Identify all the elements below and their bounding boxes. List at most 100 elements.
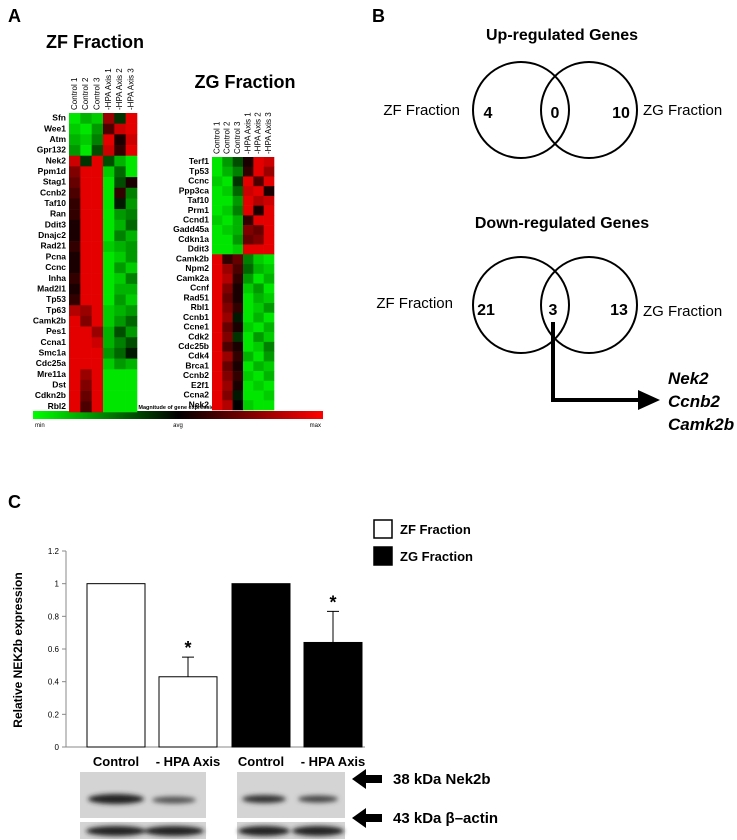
heatmap-cell [91,273,104,285]
heatmap-cell [91,251,104,263]
heatmap-title: ZG Fraction [194,72,295,92]
heatmap-cell [222,244,233,255]
gene-label: Gpr132 [37,145,67,155]
heatmap-cell [253,254,264,265]
heatmap-cell [80,305,92,317]
venn-circle [472,256,570,354]
heatmap-cell [69,401,81,413]
heatmap-cell [125,177,138,189]
heatmap-cell [222,176,233,187]
heatmap-cell [103,390,115,402]
venn-label: ZG Fraction [643,102,722,119]
heatmap-cell [69,305,81,317]
heatmap-cell [253,380,264,391]
heatmap-cell [232,302,244,313]
heatmap-cell [91,358,104,370]
gene-label: Cdkn2b [35,390,66,400]
gene-label: Ccnc [188,176,209,186]
heatmap-cell [80,166,92,178]
heatmap-cell [114,166,126,178]
heatmap-cell [212,215,223,226]
heatmap-cell [253,264,264,275]
heatmap-cell [263,390,275,401]
heatmap-cell [114,177,126,189]
heatmap-cell [103,145,115,157]
gene-label: Rad21 [40,241,66,251]
blot-band [88,794,144,804]
heatmap-cell [253,361,264,372]
heatmap-cell [114,219,126,231]
heatmap-cell [103,262,115,274]
heatmap-cell [253,244,264,255]
gene-label: Dnajc2 [38,230,66,240]
heatmap-cell [125,315,138,327]
heatmap-cell [91,209,104,221]
heatmap-cell [125,326,138,338]
heatmap-cell [114,273,126,285]
heatmap-cell [125,294,138,306]
heatmap-cell [91,230,104,242]
heatmap-cell [253,332,264,343]
heatmap-cell [103,219,115,231]
heatmap-cell [103,401,115,413]
heatmap-cell [103,113,115,124]
gene-label: Pes1 [46,326,66,336]
heatmap-cell [80,379,92,391]
heatmap-cell [243,390,254,401]
heatmap-cell [80,347,92,359]
heatmap-cell [103,305,115,317]
heatmap-cell [222,390,233,401]
x-tick-label: Control [93,754,139,769]
error-bar [182,656,194,677]
gene-label: Camk2a [176,273,209,283]
heatmap-cell [125,273,138,285]
heatmap-cell [91,177,104,189]
heatmap-cell [69,123,81,135]
heatmap-cell [232,283,244,294]
heatmap-cell [222,264,233,275]
venn-label: ZF Fraction [383,102,460,119]
heatmap-cell [69,177,81,189]
heatmap-cell [263,166,275,177]
heatmap-cell [69,134,81,146]
heatmap-cell [69,198,81,210]
heatmap-cell [243,176,254,187]
gene-label: Cdc25a [36,358,67,368]
heatmap-cell [103,166,115,178]
heatmap-cell [103,369,115,381]
legend-label: ZG Fraction [400,549,473,564]
venn-count: 3 [549,302,558,319]
heatmap-cell [212,302,223,313]
legend-swatch [373,546,393,566]
heatmap-cell [212,166,223,177]
heatmap-cell [253,341,264,352]
heatmap-cell [232,205,244,216]
heatmap-cell [103,326,115,338]
heatmap-cell [125,134,138,146]
heatmap-cell [80,401,92,413]
heatmap-cell [222,166,233,177]
heatmap-cell [125,198,138,210]
heatmap-cell [80,177,92,189]
heatmap-cell [263,312,275,323]
venn-count: 4 [484,105,493,122]
heatmap-cell [80,219,92,231]
arrow [551,322,640,402]
heatmap-cell [114,145,126,157]
heatmap-cell [212,254,223,265]
heatmap-cell [222,371,233,382]
heatmap-cell [212,225,223,236]
heatmap-title: ZF Fraction [46,32,144,52]
heatmap-cell [69,209,81,221]
heatmap-cell [232,322,244,333]
shared-gene: Camk2b [668,415,734,434]
gene-label: Ccne1 [183,322,209,332]
heatmap-cell [222,341,233,352]
heatmap-cell [212,380,223,391]
heatmap-cell [253,195,264,206]
heatmap-cell [263,400,275,411]
gene-label: Tp53 [46,294,66,304]
heatmap-cell [103,198,115,210]
gene-label: Atm [49,134,66,144]
column-label: Control 1 [70,77,79,110]
